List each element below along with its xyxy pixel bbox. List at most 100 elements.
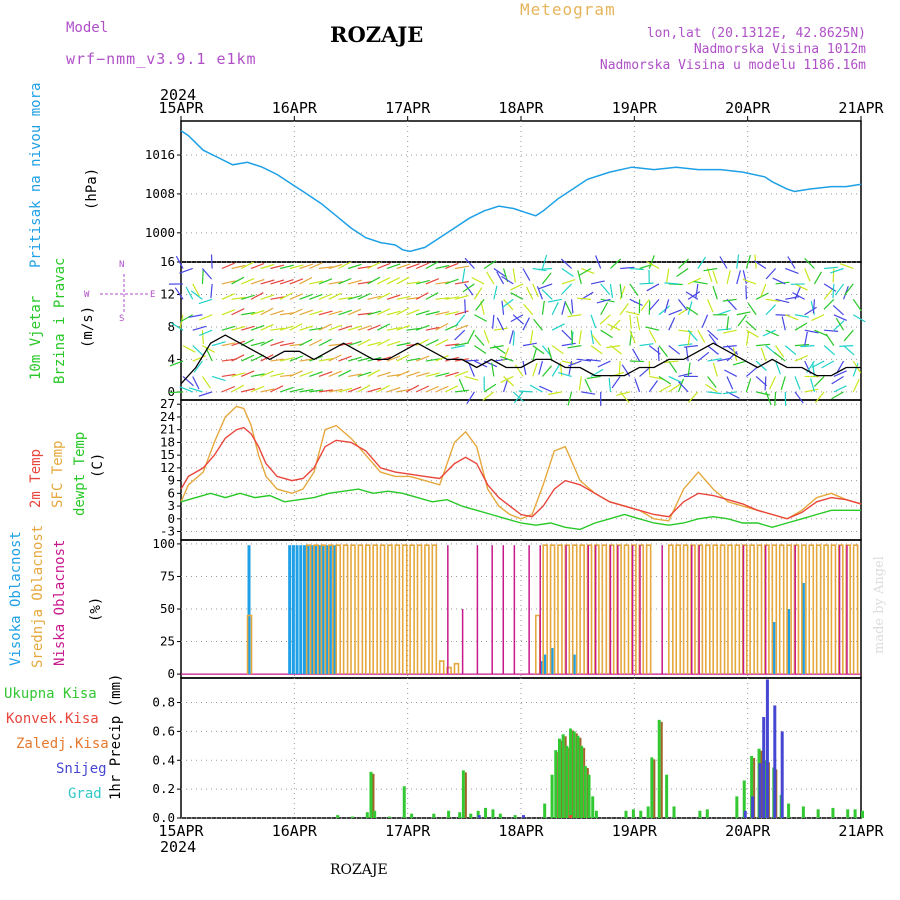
year-label-top: 2024 — [160, 86, 197, 104]
cloud-mid-bar — [734, 544, 741, 675]
y-tick-label: 0.0 — [152, 810, 175, 825]
wind-arrow — [794, 343, 810, 347]
wind-arrow — [377, 277, 391, 285]
wind-arrow — [703, 267, 718, 272]
y-tick-label: 25 — [160, 634, 175, 649]
wind-arrow — [170, 322, 184, 331]
rain-total-bar — [576, 735, 580, 818]
wind-arrow — [299, 309, 313, 316]
wind-arrow — [541, 289, 553, 300]
cloud-mid-bar — [675, 544, 682, 675]
wind-arrow — [241, 325, 255, 331]
wind-arrow — [493, 285, 498, 300]
wind-arrow — [231, 264, 246, 270]
rain-total-bar — [476, 810, 480, 818]
cloud-mid-bar — [682, 544, 689, 675]
wind-arrow — [510, 292, 524, 300]
wind-arrow — [561, 329, 573, 341]
wind-arrow — [280, 312, 295, 316]
elevation-label: Nadmorska Visina 1012m — [693, 42, 866, 57]
wind-arrow — [646, 283, 660, 292]
wind-arrow — [299, 338, 313, 347]
wind-arrow — [825, 333, 835, 346]
wind-arrow — [599, 314, 611, 325]
wind-arrow — [590, 314, 597, 329]
wind-arrow — [211, 341, 226, 347]
rain-total-bar — [565, 745, 569, 818]
rain-total-bar — [373, 810, 377, 818]
wind-arrow — [270, 327, 285, 331]
wind-arrow — [792, 292, 806, 300]
wind-arrow — [567, 314, 582, 318]
time-tick-top: 18APR — [498, 99, 544, 117]
wind-arrow — [221, 325, 236, 331]
wind-arrow — [415, 262, 430, 270]
cloud-mid-bar — [645, 544, 652, 675]
model-name: wrf−nmm_v3.9.1 e1km — [66, 50, 257, 68]
wind-arrow — [843, 345, 855, 356]
wind-arrow — [386, 327, 401, 331]
wind-arrow — [745, 331, 750, 346]
cloud-mid-bar — [401, 544, 408, 675]
cloud-high-bar — [325, 545, 329, 675]
wind-arrow — [836, 360, 845, 374]
rain-total-bar — [853, 809, 857, 818]
wind-arrow — [270, 385, 284, 393]
wind-arrow — [406, 281, 421, 285]
cloud-mid-bar — [623, 544, 630, 675]
wind-arrow — [396, 342, 411, 347]
wind-arrow — [811, 360, 825, 369]
pressure-line — [180, 130, 862, 253]
y-tick-label: 1008 — [145, 186, 175, 201]
wind-arrow — [464, 299, 466, 314]
time-tick-top: 17APR — [385, 99, 431, 117]
wind-arrow — [377, 292, 391, 300]
wind-arrow — [192, 325, 207, 331]
y-tick-label: 1000 — [145, 225, 175, 240]
wind-arrow — [832, 283, 835, 298]
rain-total-bar — [351, 816, 354, 818]
wind-arrow — [475, 298, 485, 311]
wind-arrow — [396, 307, 410, 316]
wind-arrow — [231, 384, 245, 393]
wind-arrow — [578, 267, 592, 277]
wind-arrow — [406, 327, 421, 331]
wind-arrow — [606, 345, 621, 349]
wind-arrow — [760, 283, 767, 298]
wind-arrow — [625, 311, 640, 316]
wind-arrow — [522, 342, 537, 347]
wind-arrow — [765, 391, 772, 406]
wind-arrow — [551, 364, 561, 377]
wind-arrow — [597, 360, 611, 368]
cloud-mid-bar — [246, 614, 253, 675]
rain-total-bar — [646, 806, 650, 818]
wind-arrow — [328, 324, 343, 331]
wind-arrow — [668, 309, 683, 316]
wind-arrow — [250, 354, 264, 362]
wind-arrow — [765, 329, 779, 337]
cloud-low-bar — [447, 545, 449, 675]
wind-arrow — [551, 323, 565, 331]
wind-arrow — [367, 310, 382, 316]
time-tick-top: 15APR — [158, 99, 204, 117]
cloud-mid-bar — [372, 544, 378, 675]
cloud-mid-bar — [815, 544, 822, 675]
rain-total-bar — [594, 810, 598, 818]
wind-arrow — [618, 360, 621, 376]
wind-arrow — [514, 364, 524, 377]
cloud-mid-bar — [845, 544, 852, 675]
wind-arrow — [231, 296, 246, 300]
wind-arrow — [270, 264, 285, 270]
wind-arrow — [260, 294, 275, 300]
y-tick-label: 1016 — [145, 147, 175, 162]
snow-bar — [758, 763, 762, 818]
wind-arrow — [708, 333, 718, 346]
wind-arrow — [415, 355, 430, 362]
wind-arrow — [639, 343, 654, 347]
wind-arrow — [823, 345, 836, 356]
wind-arrow — [462, 283, 475, 293]
wind-arrow — [357, 281, 372, 285]
cloud-mid-bar — [579, 544, 585, 675]
rain-total-bar — [491, 809, 495, 818]
